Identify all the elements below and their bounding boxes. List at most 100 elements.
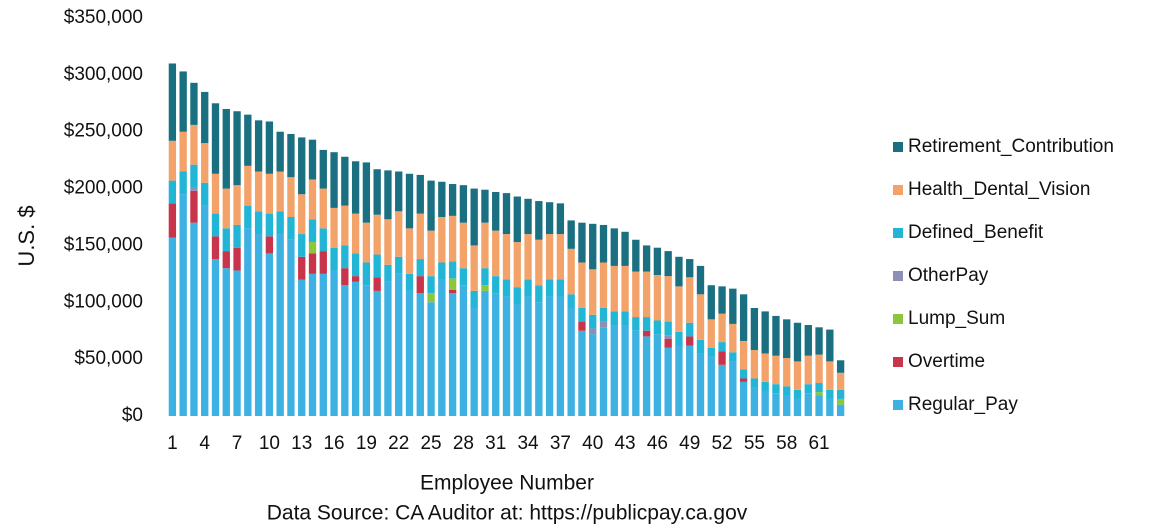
bar-segment [222,268,230,416]
bar-segment [686,322,694,337]
bar-segment [567,294,575,308]
bar-segment [244,228,252,416]
bar-segment [610,265,618,312]
bar-segment [772,393,780,416]
bar-segment [459,185,468,223]
bar-segment [298,137,306,195]
bar-segment [492,276,500,294]
bar-segment [761,390,769,416]
bar-segment [298,194,306,235]
bar-segment [653,247,662,275]
bar-segment [395,211,403,257]
bar-segment [265,236,274,254]
bar-segment [729,323,737,353]
bar-segment [351,276,360,282]
bar-segment [351,253,360,277]
bar-segment [319,228,327,252]
bar-segment [362,285,371,416]
bar-segment [696,339,705,354]
bar-segment [427,180,435,231]
bar-segment [298,279,306,416]
bar-segment [201,182,209,206]
bar-segment [718,342,726,352]
bar-segment [373,277,381,291]
bar-segment [642,245,651,272]
bar-segment [599,327,608,416]
bar-segment [610,311,618,326]
bar-segment [362,162,371,223]
bar-segment [222,228,230,252]
x-tick-label: 55 [744,433,765,454]
legend-marker [893,314,903,324]
bar-segment [804,325,812,356]
bar-segment [168,203,177,238]
bar-segment [395,256,403,274]
bar-segment [815,392,823,396]
bar-segment [179,71,187,132]
bar-segment [341,285,349,416]
bar-segment [459,285,468,416]
bar-segment [405,173,414,229]
bar-segment [211,173,220,214]
bar-segment [772,384,780,394]
bar-segment [308,219,317,243]
bar-segment [599,321,608,328]
bar-segment [535,285,543,303]
bar-segment [513,242,521,288]
bar-segment [535,302,543,416]
bar-segment [254,234,263,416]
bar-segment [416,276,424,294]
bar-segment [815,383,823,393]
bar-segment [179,194,187,416]
bar-segment [308,253,317,274]
bar-segment [718,313,726,343]
bar-segment [287,133,295,178]
x-axis-label: Employee Number [420,472,594,495]
bar-segment [772,315,780,356]
bar-segment [826,389,834,399]
bar-segment [254,211,263,235]
bar-segment [201,205,209,416]
x-tick-label: 61 [808,433,829,454]
bar-segment [308,242,317,254]
bar-segment [675,331,683,346]
bar-segment [664,321,672,336]
bar-segment [448,261,457,279]
bar-segment [610,325,618,416]
bar-segment [642,336,651,416]
bar-segment [578,321,586,331]
bar-segment [438,262,446,280]
bar-segment [524,234,532,280]
bar-segment [470,307,478,416]
legend-marker [893,228,903,238]
bar-segment [373,214,381,255]
bar-segment [589,334,597,416]
bar-segment [621,311,629,326]
bar-segment [783,319,791,359]
legend-marker [893,142,903,152]
bar-segment [750,387,759,416]
bar-segment [481,222,489,269]
bar-segment [276,131,284,172]
bar-segment [427,302,435,416]
legend-label: OtherPay [908,265,989,286]
bar-segment [341,156,349,206]
bar-segment [686,259,694,278]
legend-marker [893,185,903,195]
bar-segment [707,319,715,348]
bar-segment [298,256,306,280]
bar-segment [793,398,802,416]
bar-segment [578,262,586,308]
bar-segment [276,171,284,212]
bar-segment [599,224,608,263]
bar-segment [416,213,424,260]
bar-segment [836,389,845,399]
bar-segment [265,253,274,416]
bar-segment [675,286,683,332]
bar-segment [351,161,360,214]
bar-segment [686,345,694,416]
y-tick-label: $150,000 [64,234,143,255]
bar-segment [233,247,241,271]
bar-segment [739,378,748,382]
bar-segment [190,187,198,191]
